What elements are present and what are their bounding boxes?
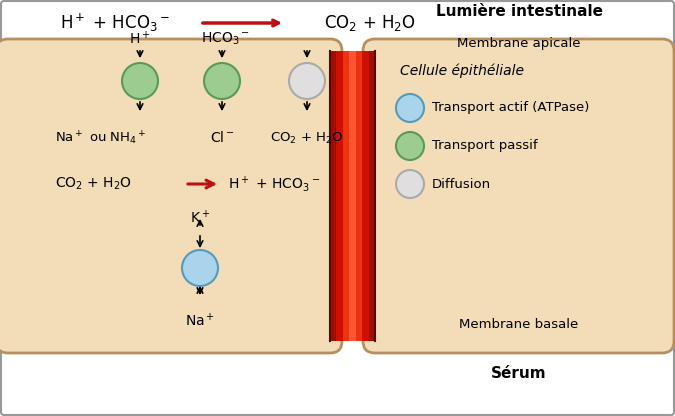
Bar	[343, 51, 349, 341]
Text: Transport passif: Transport passif	[432, 139, 537, 153]
Text: Membrane apicale: Membrane apicale	[457, 37, 580, 50]
Text: Transport actif (ATPase): Transport actif (ATPase)	[432, 102, 589, 114]
Circle shape	[396, 94, 424, 122]
Text: Sérum: Sérum	[491, 366, 547, 381]
Circle shape	[289, 63, 325, 99]
FancyBboxPatch shape	[363, 39, 674, 353]
Text: Na$^+$: Na$^+$	[185, 312, 215, 329]
Text: Diffusion: Diffusion	[432, 178, 491, 191]
Text: H$^+$: H$^+$	[129, 30, 151, 48]
Bar	[356, 51, 362, 341]
Bar	[349, 51, 356, 341]
Circle shape	[182, 250, 218, 286]
Text: Lumière intestinale: Lumière intestinale	[435, 3, 603, 18]
Text: H$^+$ + HCO$_3$$^-$: H$^+$ + HCO$_3$$^-$	[60, 12, 170, 34]
Text: Na$^+$ ou NH$_4$$^+$: Na$^+$ ou NH$_4$$^+$	[55, 129, 146, 147]
Bar	[330, 51, 336, 341]
Text: Membrane basale: Membrane basale	[460, 317, 578, 330]
FancyBboxPatch shape	[0, 39, 342, 353]
Text: Cl$^-$: Cl$^-$	[210, 131, 234, 146]
Text: HCO$_3$$^-$: HCO$_3$$^-$	[200, 31, 250, 47]
Circle shape	[204, 63, 240, 99]
Text: CO$_2$ + H$_2$O: CO$_2$ + H$_2$O	[270, 131, 344, 146]
Bar	[362, 51, 369, 341]
Text: CO$_2$ + H$_2$O: CO$_2$ + H$_2$O	[55, 176, 132, 192]
Circle shape	[396, 132, 424, 160]
Circle shape	[396, 170, 424, 198]
Bar	[336, 51, 343, 341]
Text: H$^+$ + HCO$_3$$^-$: H$^+$ + HCO$_3$$^-$	[228, 174, 320, 194]
Text: K$^+$: K$^+$	[190, 209, 210, 227]
Text: Cellule épithéliale: Cellule épithéliale	[400, 64, 524, 78]
Circle shape	[122, 63, 158, 99]
Bar	[369, 51, 375, 341]
Text: CO$_2$ + H$_2$O: CO$_2$ + H$_2$O	[324, 13, 416, 33]
